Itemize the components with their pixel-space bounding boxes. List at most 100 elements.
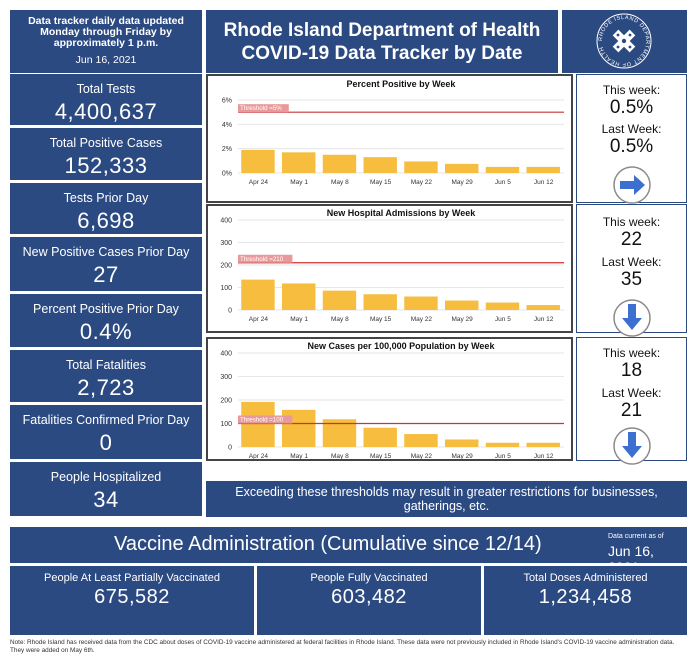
bar: [526, 305, 560, 310]
y-tick-label: 100: [220, 285, 232, 292]
weekly-update-note: Data tracker weekly data updated Tuesday…: [276, 517, 617, 529]
stat-label: Total Positive Cases: [49, 136, 163, 150]
y-tick-label: 0%: [222, 171, 232, 178]
threshold-label: Threshold =5%: [240, 105, 282, 112]
chart-svg: New Cases per 100,000 Population by Week…: [220, 341, 564, 459]
partially-vaccinated-label: People At Least Partially Vaccinated: [44, 572, 220, 584]
bar: [526, 442, 560, 447]
x-tick-label: May 8: [331, 316, 349, 323]
last-week-label: Last Week:: [601, 255, 662, 269]
bar: [322, 154, 357, 173]
x-tick-label: May 22: [411, 316, 433, 323]
threshold-label-bg: [238, 104, 289, 113]
partially-vaccinated-value: 675,582: [94, 586, 170, 608]
threshold-note-box: Exceeding these thresholds may result in…: [206, 481, 687, 529]
chart-svg: New Hospital Admissions by Week 0 100 200 30…: [220, 208, 564, 323]
x-tick-label: May 29: [451, 453, 473, 459]
stat-value: 27: [93, 262, 119, 287]
down-arrow-icon: [612, 427, 651, 465]
x-tick-label: Jun 12: [534, 179, 554, 186]
bar: [363, 157, 397, 173]
y-tick-label: 2%: [222, 146, 232, 153]
stat-value: 34: [93, 487, 119, 512]
fully-vaccinated-value: 603,482: [331, 586, 407, 608]
x-tick-label: May 15: [370, 453, 392, 459]
update-date: Jun 16, 2021: [75, 54, 137, 66]
this-week-label: This week:: [602, 346, 661, 360]
x-tick-label: May 8: [331, 453, 349, 459]
x-tick-label: Jun 5: [495, 453, 511, 459]
threshold-label: Threshold =210: [240, 256, 284, 263]
this-week-value: 0.5%: [609, 97, 654, 118]
data-current-label: Data current as of: [608, 533, 664, 540]
x-tick-label: May 15: [370, 316, 392, 323]
right-arrow-icon: [612, 166, 651, 204]
chart-svg: Percent Positive by Week 0% 2% 4% 6% Apr 24 Ma…: [222, 79, 564, 186]
stat-label: Percent Positive Prior Day: [33, 302, 179, 316]
hospital-admissions-chart: New Hospital Admissions by Week 0 100 200 30…: [206, 204, 573, 333]
bar: [445, 163, 479, 173]
bar: [282, 409, 316, 447]
threshold-label: Threshold =100: [240, 417, 284, 424]
bar: [241, 401, 275, 447]
bar: [404, 296, 438, 310]
x-tick-label: May 1: [290, 453, 308, 459]
total-doses-label: Total Doses Administered: [523, 572, 648, 584]
x-tick-label: May 22: [411, 453, 433, 459]
ri-health-seal-logo: RHODE ISLAND DEPARTMENT OF HEALTH: [562, 10, 687, 73]
bar: [404, 161, 438, 173]
threshold-note: Exceeding these thresholds may result in…: [235, 485, 658, 513]
percent-positive-summary: This week: 0.5% Last Week: 0.5%: [576, 74, 687, 204]
y-tick-label: 0: [228, 445, 232, 452]
x-tick-label: Apr 24: [249, 453, 269, 459]
bar: [363, 427, 397, 447]
y-tick-label: 400: [220, 351, 232, 358]
stat-card: Percent Positive Prior Day 0.4%: [10, 294, 202, 347]
stat-label: Total Tests: [76, 82, 136, 96]
page-title-box: Rhode Island Department of Health COVID-…: [206, 10, 558, 73]
bar: [282, 152, 316, 173]
bar: [485, 442, 520, 447]
stat-label: People Hospitalized: [50, 470, 162, 484]
last-week-label: Last Week:: [601, 122, 662, 136]
stat-card: Total Tests 4,400,637: [10, 74, 202, 125]
footnote: Note: Rhode Island has received data fro…: [10, 639, 675, 654]
page-title: Rhode Island Department of Health COVID-…: [206, 10, 558, 65]
last-week-value: 0.5%: [609, 136, 654, 157]
stat-value: 2,723: [77, 375, 135, 400]
chart-title: Percent Positive by Week: [347, 79, 457, 89]
x-tick-label: Apr 24: [249, 316, 269, 323]
partially-vaccinated-box: People At Least Partially Vaccinated 675…: [10, 566, 254, 635]
y-tick-label: 300: [220, 240, 232, 247]
this-week-label: This week:: [602, 83, 661, 97]
bar: [322, 290, 357, 310]
bar: [282, 283, 316, 310]
stat-value: 6,698: [77, 208, 135, 233]
new-cases-chart: New Cases per 100,000 Population by Week…: [206, 337, 573, 461]
stat-value: 0: [99, 430, 113, 455]
this-week-label: This week:: [602, 215, 661, 229]
this-week-value: 22: [620, 229, 643, 250]
x-tick-label: Jun 5: [495, 179, 511, 186]
bar: [485, 166, 520, 173]
stat-label: Fatalities Confirmed Prior Day: [22, 413, 190, 427]
stat-card: New Positive Cases Prior Day 27: [10, 237, 202, 291]
stat-value: 4,400,637: [54, 99, 158, 124]
chart-title: New Cases per 100,000 Population by Week: [308, 341, 496, 351]
y-tick-label: 200: [220, 263, 232, 270]
x-tick-label: May 15: [370, 179, 392, 186]
x-tick-label: May 8: [331, 179, 349, 186]
stat-label: New Positive Cases Prior Day: [22, 245, 190, 259]
x-tick-label: May 1: [290, 316, 308, 323]
stat-card: Total Positive Cases 152,333: [10, 128, 202, 180]
down-arrow-icon: [612, 299, 651, 337]
bar: [445, 439, 479, 447]
x-tick-label: Apr 24: [249, 179, 269, 186]
y-tick-label: 400: [220, 218, 232, 225]
threshold-label-bg: [238, 254, 293, 263]
bar: [485, 302, 520, 310]
x-tick-label: Jun 12: [534, 453, 554, 459]
fully-vaccinated-box: People Fully Vaccinated 603,482: [257, 566, 481, 635]
bar: [241, 149, 275, 173]
bar: [241, 279, 275, 310]
